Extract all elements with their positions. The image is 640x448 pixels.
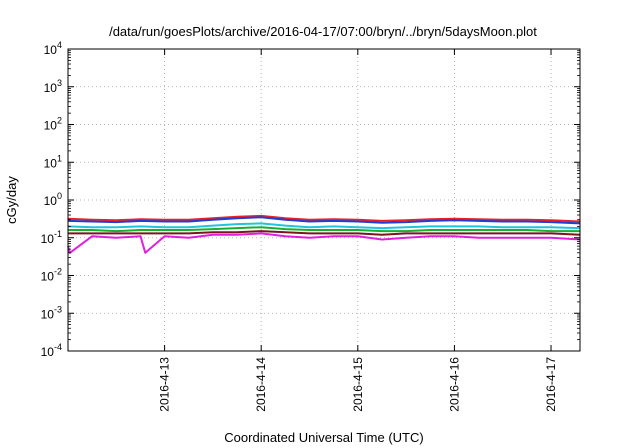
series-line [67, 222, 581, 230]
y-axis-label: cGy/day [4, 176, 19, 224]
x-tick-label: 2016-4-17 [544, 357, 558, 412]
x-tick-label: 2016-4-14 [254, 357, 268, 412]
series-line [68, 230, 581, 236]
y-tick-label: 101 [44, 153, 62, 170]
x-axis: 2016-4-13 2016-4-14 2016-4-15 2016-4-16 2016… [158, 49, 558, 412]
y-tick-label: 103 [44, 78, 62, 95]
y-tick-label: 10-4 [41, 342, 62, 359]
y-tick-label: 10-2 [41, 267, 62, 284]
y-tick-label: 104 [44, 40, 62, 57]
y-axis: 10-4 10-3 10-2 10-1 100 101 102 103 104 [41, 40, 580, 359]
series-line [67, 232, 581, 254]
x-tick-label: 2016-4-13 [158, 357, 172, 412]
x-tick-label: 2016-4-15 [351, 357, 365, 412]
series-lines [67, 214, 581, 254]
series-line [67, 214, 581, 223]
series-line [68, 226, 580, 233]
y-tick-label: 10-3 [41, 304, 62, 321]
chart-title: /data/run/goesPlots/archive/2016-04-17/0… [109, 24, 537, 39]
x-axis-label: Coordinated Universal Time (UTC) [224, 430, 423, 445]
y-tick-label: 100 [44, 191, 62, 208]
grid-lines [68, 49, 580, 351]
y-tick-label: 10-1 [41, 229, 62, 246]
y-tick-label: 102 [44, 116, 62, 133]
series-line [67, 216, 581, 225]
x-tick-label: 2016-4-16 [447, 357, 461, 412]
